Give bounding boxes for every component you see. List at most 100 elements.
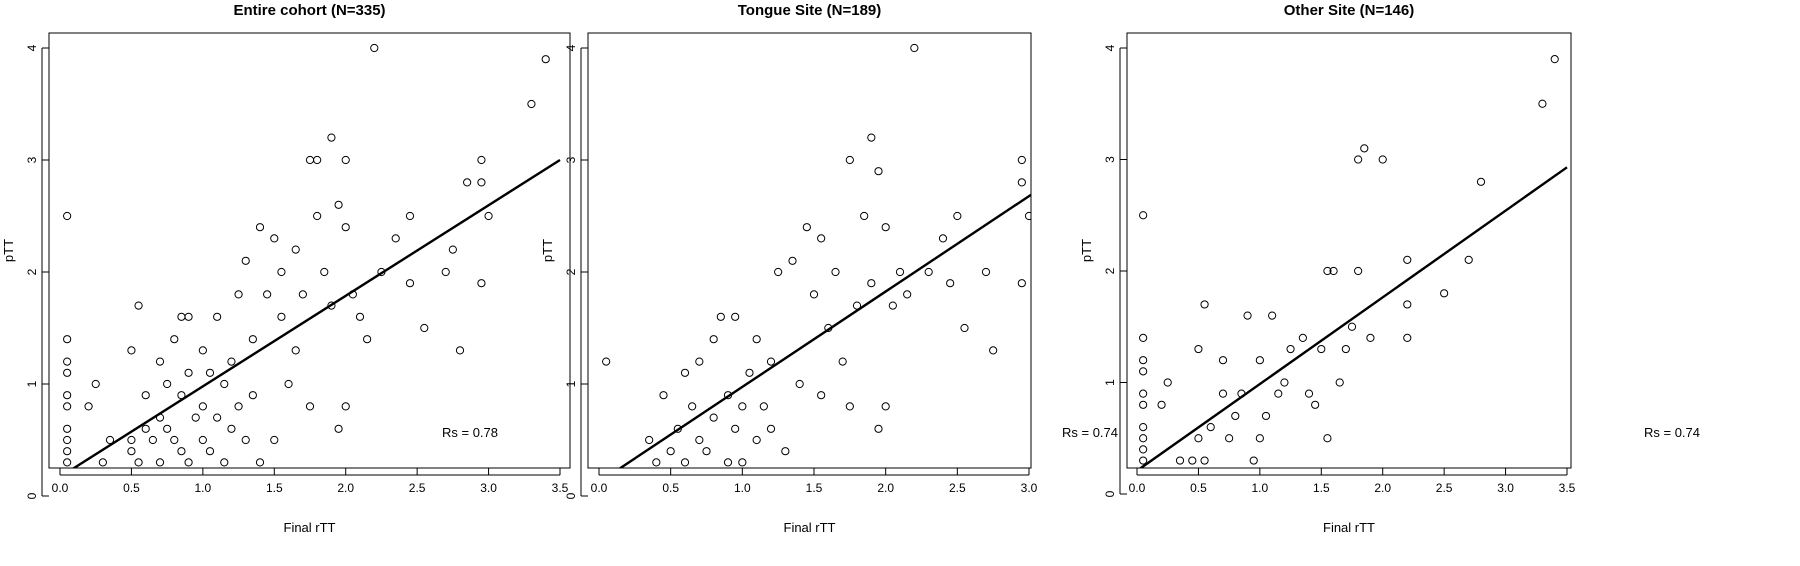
data-point [1172, 467, 1176, 468]
regression-line [1138, 166, 1568, 468]
y-tick-label: 4 [1103, 44, 1117, 51]
data-point [738, 458, 747, 467]
data-point [603, 470, 610, 477]
data-point [63, 424, 72, 433]
y-tick-label: 2 [1103, 267, 1117, 274]
data-point [888, 301, 897, 310]
data-point [541, 55, 550, 64]
data-point [982, 470, 989, 477]
data-point [1024, 211, 1031, 221]
data-point [1550, 55, 1559, 64]
data-point [163, 424, 172, 433]
data-point [1017, 155, 1026, 165]
data-point [1200, 300, 1209, 309]
data-point [1476, 177, 1486, 186]
x-tick-label: 2.5 [949, 481, 966, 495]
data-point [63, 357, 72, 366]
data-point [738, 402, 747, 411]
y-tick-label: 1 [25, 380, 39, 387]
data-point [1218, 389, 1228, 398]
data-point [1304, 389, 1314, 398]
data-point [1249, 456, 1258, 465]
regression-line [618, 193, 1031, 468]
x-tick-label: 3.0 [1021, 481, 1038, 495]
data-point [214, 481, 221, 488]
data-point [659, 391, 668, 400]
data-points [63, 43, 550, 488]
data-point [363, 335, 372, 344]
data-point [845, 402, 854, 411]
data-point [170, 335, 179, 344]
data-point [695, 435, 704, 445]
data-point [960, 323, 969, 333]
data-point [938, 234, 948, 243]
data-point [320, 267, 329, 277]
data-point [645, 435, 654, 445]
data-point [759, 402, 768, 411]
data-point [1139, 333, 1148, 342]
data-point [149, 470, 156, 477]
data-point [184, 368, 193, 377]
data-point [177, 447, 186, 456]
data-point [134, 458, 143, 467]
data-point [463, 178, 472, 187]
data-point [1139, 423, 1148, 432]
data-point [981, 267, 991, 277]
data-point [1403, 255, 1412, 264]
data-point [141, 424, 150, 433]
x-tick-label: 1.5 [806, 481, 823, 495]
data-point [448, 245, 457, 254]
data-point [477, 155, 486, 165]
data-point [205, 447, 215, 456]
data-point [1165, 467, 1170, 468]
x-axis-label: Final rTT [784, 520, 836, 535]
data-point [1194, 344, 1203, 354]
data-points [1139, 55, 1559, 468]
data-point [1286, 344, 1295, 354]
data-point [1206, 423, 1215, 432]
correlation-annotation: Rs = 0.74 [1644, 425, 1700, 440]
data-point [127, 346, 136, 355]
data-point [334, 200, 343, 209]
data-point [241, 256, 250, 265]
data-point [248, 391, 257, 400]
data-point [84, 402, 93, 411]
data-point [63, 458, 72, 467]
x-tick-label: 0.5 [662, 481, 679, 495]
data-point [1139, 434, 1148, 443]
data-point [477, 178, 486, 187]
data-point [702, 447, 711, 456]
y-axis-label: pTT [1, 239, 16, 262]
data-point [1231, 411, 1240, 421]
data-point [327, 301, 336, 310]
x-tick-label: 1.0 [195, 481, 212, 495]
data-point [1139, 367, 1148, 376]
data-point [171, 481, 178, 488]
data-point [867, 279, 876, 288]
data-point [802, 223, 811, 232]
data-point [781, 447, 790, 456]
data-point [652, 458, 661, 467]
panels: Entire cohort (N=335) 0.0 0.5 1.0 1.5 2.0 2.5 3… [1, 2, 1700, 535]
y-tick-label: 3 [564, 156, 578, 163]
x-tick-label: 0.0 [52, 481, 69, 495]
data-point [809, 290, 819, 299]
data-point [860, 211, 869, 221]
data-point [731, 424, 740, 433]
data-point [155, 458, 165, 467]
data-point [277, 267, 286, 277]
x-tick-label: 2.5 [409, 481, 426, 495]
data-point [1538, 99, 1547, 108]
data-point [191, 413, 200, 422]
data-point [442, 470, 449, 477]
data-point [1188, 456, 1197, 465]
x-tick-label: 0.0 [1129, 481, 1146, 495]
data-point [1255, 434, 1264, 443]
data-point [341, 155, 350, 165]
y-tick-label: 3 [25, 156, 39, 163]
data-point [241, 435, 250, 445]
data-point [1261, 411, 1271, 421]
data-point [148, 435, 157, 445]
data-point [1225, 434, 1234, 443]
data-point [874, 167, 883, 176]
